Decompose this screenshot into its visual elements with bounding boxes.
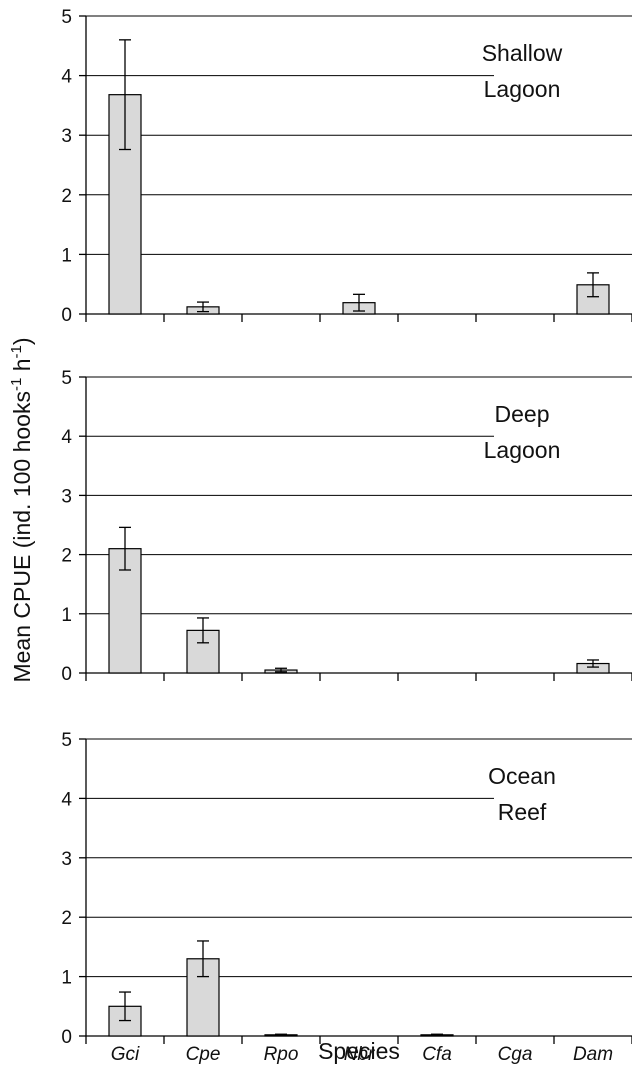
- y-tick-label: 2: [61, 908, 72, 929]
- panel-label-line2: Lagoon: [484, 437, 561, 463]
- category-label: Gci: [111, 1044, 140, 1065]
- y-tick-label: 3: [61, 849, 72, 870]
- y-tick-label: 4: [61, 427, 72, 448]
- panel-label-line1: Ocean: [488, 763, 556, 789]
- y-tick-label: 4: [61, 789, 72, 810]
- panel-2: 0 1 2 3 4 5 Deep Lagoon: [61, 368, 632, 685]
- y-tick-label: 5: [61, 7, 72, 28]
- panel-label-line1: Shallow: [482, 40, 563, 66]
- category-label: Nbr: [344, 1044, 375, 1065]
- panel-label-line1: Deep: [495, 401, 550, 427]
- category-label: Cfa: [422, 1044, 452, 1065]
- y-axis-title: Mean CPUE (ind. 100 hooks-1 h-1): [8, 337, 35, 682]
- y-tick-label: 1: [61, 245, 72, 266]
- y-tick-label: 0: [61, 664, 72, 685]
- y-tick-label: 4: [61, 67, 72, 88]
- category-label: Dam: [573, 1044, 613, 1065]
- y-tick-label: 5: [61, 368, 72, 389]
- y-tick-label: 3: [61, 126, 72, 147]
- y-tick-label: 1: [61, 605, 72, 626]
- x-axis-title: Species: [318, 1038, 400, 1064]
- y-tick-label: 2: [61, 546, 72, 567]
- panel-label-line2: Reef: [498, 799, 547, 825]
- y-tick-label: 0: [61, 1027, 72, 1048]
- category-label: Cpe: [186, 1044, 221, 1065]
- category-label: Rpo: [264, 1044, 299, 1065]
- y-tick-label: 3: [61, 486, 72, 507]
- y-tick-label: 5: [61, 730, 72, 751]
- panel-3: 0 1 2 3 4 5 Ocean Reef Gci Cpe Rpo Nbr Cfa Cga Dam: [61, 730, 632, 1065]
- category-label: Cga: [498, 1044, 533, 1065]
- y-tick-label: 1: [61, 968, 72, 989]
- panel-1: 0 1 2 3 4 5 Shallow Lagoon: [61, 7, 632, 326]
- panel-label-line2: Lagoon: [484, 76, 561, 102]
- panels: 0 1 2 3 4 5 Shallow Lagoon 0 1 2 3 4 5 Deep Lagoon 0 1 2 3 4…: [61, 7, 632, 1065]
- y-tick-label: 0: [61, 305, 72, 326]
- y-tick-label: 2: [61, 186, 72, 207]
